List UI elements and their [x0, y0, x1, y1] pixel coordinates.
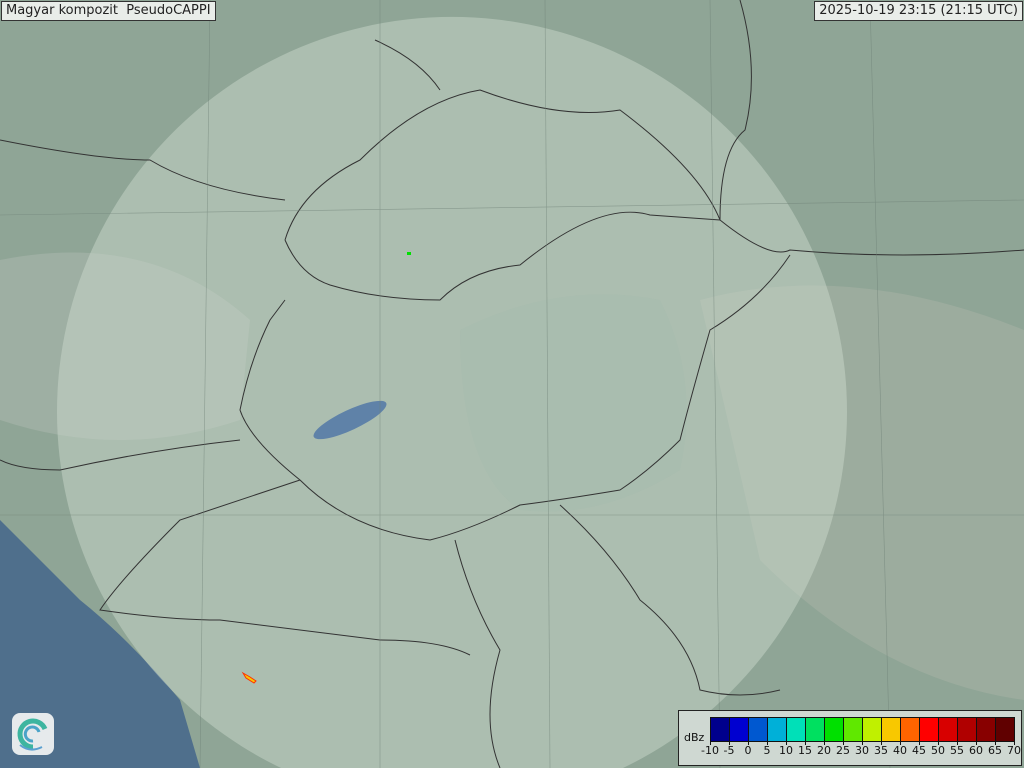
scale-cell	[844, 718, 863, 741]
scale-label: -10	[701, 744, 719, 757]
radar-coverage	[57, 17, 847, 768]
scale-cell	[806, 718, 825, 741]
scale-label: 25	[836, 744, 850, 757]
swirl-logo-icon[interactable]	[12, 713, 54, 755]
scale-cell	[749, 718, 768, 741]
scale-tick	[1014, 741, 1015, 745]
dbz-legend: dBz -10 -5 0 5 10 15 20 25 30 35 40 45 50 55 60 65 70	[678, 710, 1022, 766]
scale-label: 35	[874, 744, 888, 757]
scale-label: 50	[931, 744, 945, 757]
scale-label: 0	[744, 744, 752, 757]
scale-tick	[976, 741, 977, 745]
mountain-shading	[0, 252, 250, 440]
scale-cell	[939, 718, 958, 741]
scale-cell	[787, 718, 806, 741]
scale-cell	[920, 718, 939, 741]
scale-cell	[996, 718, 1014, 741]
scale-tick	[786, 741, 787, 745]
radar-echo	[407, 252, 411, 255]
scale-cell	[901, 718, 920, 741]
scale-tick	[748, 741, 749, 745]
scale-tick	[900, 741, 901, 745]
adriatic-sea	[0, 520, 200, 768]
scale-tick	[938, 741, 939, 745]
scale-tick	[805, 741, 806, 745]
scale-tick	[824, 741, 825, 745]
scale-tick	[767, 741, 768, 745]
scale-cell	[863, 718, 882, 741]
scale-label: 40	[893, 744, 907, 757]
carpathians-shading	[700, 285, 1024, 700]
timestamp: 2025-10-19 23:15 (21:15 UTC)	[814, 1, 1023, 21]
scale-label: 65	[988, 744, 1002, 757]
scale-cell	[768, 718, 787, 741]
scale-cell	[882, 718, 901, 741]
scale-label: 20	[817, 744, 831, 757]
scale-label: 60	[969, 744, 983, 757]
scale-label: 10	[779, 744, 793, 757]
scale-cell	[711, 718, 730, 741]
scale-tick	[843, 741, 844, 745]
great-plain	[460, 294, 687, 512]
scale-tick	[729, 741, 730, 745]
scale-tick	[881, 741, 882, 745]
scale-cell	[977, 718, 996, 741]
scale-cell	[958, 718, 977, 741]
scale-label: 70	[1007, 744, 1021, 757]
scale-label: -5	[723, 744, 735, 757]
map-title: Magyar kompozit PseudoCAPPI	[1, 1, 216, 21]
scale-cell	[825, 718, 844, 741]
color-scale	[710, 717, 1015, 742]
radar-echo	[241, 671, 257, 684]
scale-tick	[919, 741, 920, 745]
lake-balaton	[313, 400, 387, 440]
scale-cell	[730, 718, 749, 741]
scale-label: 30	[855, 744, 869, 757]
scale-label: 55	[950, 744, 964, 757]
scale-tick	[862, 741, 863, 745]
scale-label: 5	[763, 744, 771, 757]
scale-tick	[710, 741, 711, 745]
scale-tick	[957, 741, 958, 745]
scale-label: 45	[912, 744, 926, 757]
legend-unit: dBz	[684, 731, 705, 744]
scale-label: 15	[798, 744, 812, 757]
scale-tick	[995, 741, 996, 745]
